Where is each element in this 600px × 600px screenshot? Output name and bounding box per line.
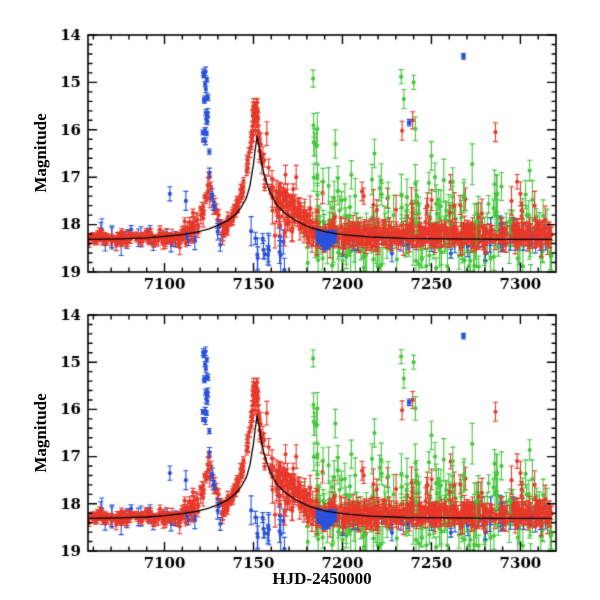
y-axis-label-top: Magnitude [31, 113, 50, 193]
y-axis-label-bottom: Magnitude [31, 393, 50, 473]
x-axis-label: HJD-2450000 [272, 569, 372, 588]
